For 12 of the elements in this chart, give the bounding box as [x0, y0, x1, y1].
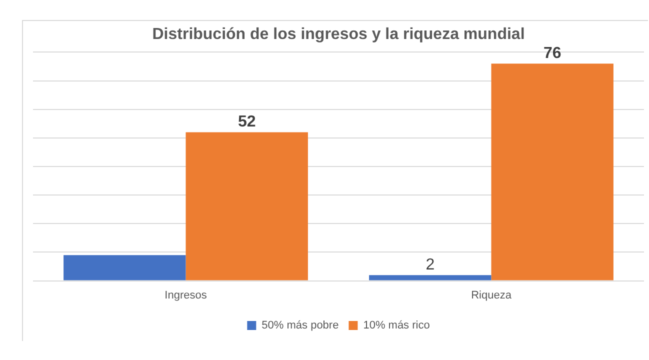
x-tick-label: Ingresos	[164, 289, 208, 302]
bar	[369, 275, 492, 280]
legend-label: 50% más pobre	[262, 320, 339, 332]
data-label: 76	[543, 45, 562, 62]
x-tick-label: Riqueza	[471, 289, 512, 302]
bar	[64, 255, 186, 280]
legend-label: 10% más rico	[363, 320, 430, 332]
bar	[491, 64, 614, 280]
data-label: 52	[238, 114, 256, 131]
chart-title: Distribución de los ingresos y la riqueza mundial	[152, 26, 525, 44]
bar	[186, 132, 308, 280]
data-label: 2	[426, 256, 435, 274]
